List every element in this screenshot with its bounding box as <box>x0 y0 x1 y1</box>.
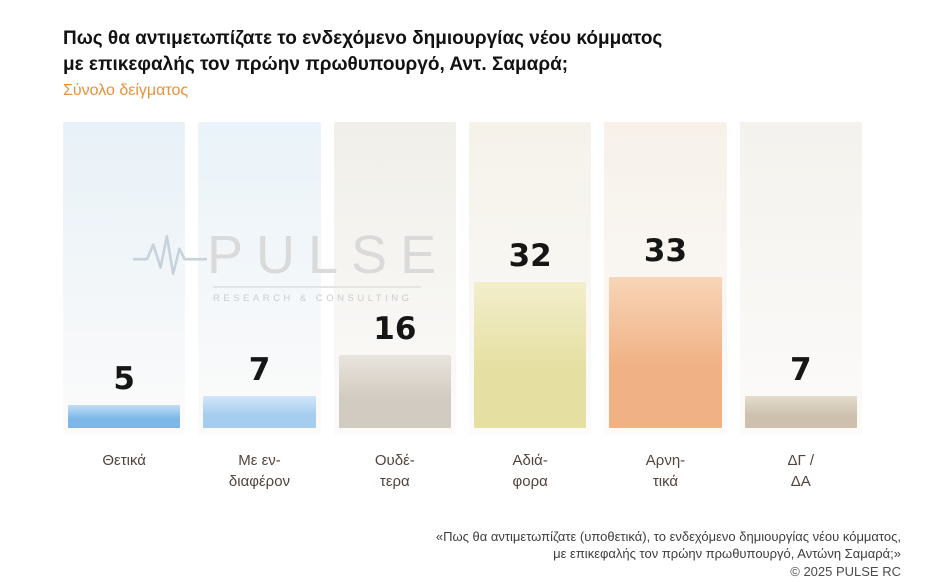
bar-value-label: 16 <box>373 311 417 347</box>
chart-title-line2: με επικεφαλής τον πρώην πρωθυπουργό, Αντ… <box>63 53 569 75</box>
bar-value-label: 7 <box>248 352 271 388</box>
category-label: Θετικά <box>102 452 146 469</box>
chart-footer: «Πως θα αντιμετωπίζατε (υποθετικά), το ε… <box>436 529 901 581</box>
bar-column: 7 Με εν- διαφέρον <box>198 122 321 494</box>
footer-question: «Πως θα αντιμετωπίζατε (υποθετικά), το ε… <box>436 529 901 562</box>
copyright: © 2025 PULSE RC <box>790 564 901 580</box>
category-label: ΔΓ / ΔΑ <box>787 452 815 490</box>
bar-value-label: 5 <box>113 361 135 397</box>
category-label: Αρνη- τικά <box>645 452 686 490</box>
bar-value-label: 33 <box>643 233 688 269</box>
bar <box>338 355 452 428</box>
category-label: Αδιά- φορα <box>512 452 548 490</box>
chart-columns: 5 Θετικά 7 Με εν- διαφέρον 16 Ουδέ- τερα 32 Αδι… <box>63 122 862 494</box>
bar-value-label: 32 <box>508 238 552 274</box>
category-label: Με εν- διαφέρον <box>228 452 291 490</box>
bar-chart: PULSE RESEARCH & CONSULTING 5 Θετικά 7 Με ε… <box>63 122 862 494</box>
bar-value-label: 7 <box>790 352 812 388</box>
chart-header: Πως θα αντιμετωπίζατε το ενδεχόμενο δημι… <box>63 26 662 100</box>
category-label: Ουδέ- τερα <box>374 452 415 490</box>
footer-question-line1: «Πως θα αντιμετωπίζατε (υποθετικά), το ε… <box>435 529 901 544</box>
column-background <box>739 122 862 435</box>
bar-column: 32 Αδιά- φορα <box>468 122 592 494</box>
bar-column: 5 Θετικά <box>63 122 186 494</box>
bar <box>473 282 587 428</box>
bar <box>67 405 181 428</box>
bar-column: 33 Αρνη- τικά <box>604 122 727 494</box>
chart-title: Πως θα αντιμετωπίζατε το ενδεχόμενο δημι… <box>63 26 662 77</box>
bar-column: 16 Ουδέ- τερα <box>333 122 456 494</box>
bar-column: 7 ΔΓ / ΔΑ <box>739 122 862 494</box>
bar <box>609 277 722 428</box>
footer-question-line2: με επικεφαλής τον πρώην πρωθυπουργό, Αντ… <box>553 545 901 561</box>
bar <box>744 396 858 428</box>
chart-subtitle: Σύνολο δείγματος <box>63 82 189 100</box>
bar <box>203 396 316 428</box>
chart-title-line1: Πως θα αντιμετωπίζατε το ενδεχόμενο δημι… <box>63 28 663 49</box>
column-background <box>198 122 321 435</box>
column-background <box>63 122 186 435</box>
